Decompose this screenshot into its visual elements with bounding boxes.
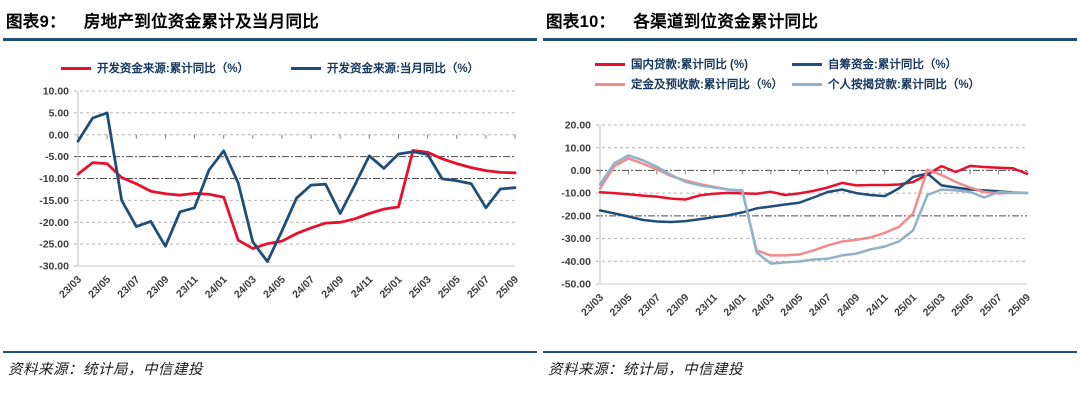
x-axis-tick-label: 23/07 [636, 292, 663, 319]
x-axis-tick-label: 24/05 [261, 274, 288, 301]
y-axis-tick-label: 10.00 [43, 86, 69, 98]
y-axis-tick-label: -50.00 [561, 279, 591, 291]
figure-10-source-rule [543, 351, 1077, 353]
y-axis-tick-label: -20.00 [39, 217, 69, 229]
x-axis-tick-label: 24/03 [232, 274, 259, 301]
x-axis-tick-label: 25/09 [1006, 292, 1033, 319]
x-axis-tick-label: 24/03 [750, 292, 777, 319]
y-axis-tick-label: 0.00 [571, 165, 592, 177]
x-axis-tick-label: 24/01 [721, 292, 748, 319]
x-axis-tick-label: 24/09 [835, 292, 862, 319]
x-axis-tick-label: 24/09 [319, 274, 346, 301]
x-axis-tick-label: 24/07 [807, 292, 834, 319]
x-axis-tick-label: 23/07 [115, 274, 142, 301]
figure-10-title-rule [543, 38, 1077, 41]
x-axis-tick-label: 25/03 [921, 292, 948, 319]
y-axis-tick-label: -20.00 [561, 211, 591, 223]
legend-label: 开发资金来源:累计同比（%） [96, 63, 249, 75]
figure-9-label: 图表9： [6, 13, 66, 31]
x-axis-tick-label: 23/05 [86, 274, 113, 301]
x-axis-tick-label: 25/05 [949, 292, 976, 319]
legend-label: 个人按揭贷款:累计同比（%） [828, 79, 981, 91]
y-axis-tick-label: 10.00 [565, 142, 591, 154]
legend-item: 定金及预收款:累计同比（%） [595, 76, 792, 92]
x-axis-tick-label: 23/09 [144, 274, 171, 301]
figure-9-title-rule [3, 38, 537, 41]
legend-swatch [595, 82, 625, 86]
y-axis-tick-label: -10.00 [561, 188, 591, 200]
x-axis-tick-label: 25/09 [494, 274, 521, 301]
y-axis-tick-label: 0.00 [49, 129, 70, 141]
x-axis-tick-label: 23/09 [664, 292, 691, 319]
figure-10-title-text: 各渠道到位资金累计同比 [633, 13, 819, 31]
figure-9-title-text: 房地产到位资金累计及当月同比 [83, 13, 320, 31]
x-axis-tick-label: 24/11 [349, 274, 376, 301]
series-line [598, 164, 1029, 201]
legend-item: 国内贷款:累计同比 (%) [595, 56, 792, 72]
x-axis-tick-label: 25/07 [465, 274, 492, 301]
x-axis-tick-label: 23/03 [57, 274, 84, 301]
figure-9-title: 图表9： 房地产到位资金累计及当月同比 [6, 8, 319, 32]
legend-item: 个人按揭贷款:累计同比（%） [792, 76, 980, 92]
series-line [598, 172, 1029, 224]
x-axis-tick-label: 24/07 [290, 274, 317, 301]
y-axis-tick-label: -15.00 [39, 195, 69, 207]
y-axis-tick-label: -25.00 [39, 239, 69, 251]
series-line [598, 154, 1029, 265]
figure-10-label: 图表10： [546, 13, 616, 31]
x-axis-tick-label: 23/11 [174, 274, 201, 301]
legend-item: 自筹资金:累计同比（%） [792, 56, 980, 72]
line-chart-funds-total: 10.00 5.00 0.00 -5.00 -10.00 -15.00 -20.00 -25.… [39, 86, 521, 301]
x-axis-tick-label: 24/05 [778, 292, 805, 319]
x-axis-tick-label: 24/01 [203, 274, 230, 301]
series-line [76, 111, 517, 264]
figure-10-title: 图表10： 各渠道到位资金累计同比 [546, 8, 818, 32]
legend-label: 开发资金来源:当月同比（%） [327, 63, 480, 75]
legend-swatch [60, 66, 91, 70]
x-axis-tick-label: 25/05 [436, 274, 463, 301]
legend-swatch [792, 62, 822, 66]
series-line [76, 149, 517, 250]
figure-9-source-rule [3, 351, 537, 353]
legend-label: 自筹资金:累计同比（%） [828, 59, 958, 71]
x-axis-tick-label: 23/03 [579, 292, 606, 319]
x-axis-tick-label: 25/01 [378, 274, 405, 301]
x-axis-tick-label: 25/01 [892, 292, 919, 319]
y-axis-tick-label: -30.00 [561, 233, 591, 245]
y-axis-tick-label: -5.00 [45, 151, 69, 163]
y-axis-tick-label: -30.00 [39, 261, 69, 273]
y-axis-tick-label: -10.00 [39, 173, 69, 185]
x-axis-tick-label: 25/03 [407, 274, 434, 301]
x-axis-tick-label: 23/05 [608, 292, 635, 319]
series-line [598, 157, 1029, 257]
legend-swatch [595, 62, 625, 66]
y-axis-tick-label: 5.00 [49, 108, 70, 120]
legend-label: 国内贷款:累计同比 (%) [631, 59, 748, 71]
figure-9-legend: 开发资金来源:累计同比（%） 开发资金来源:当月同比（%） [3, 60, 537, 76]
x-axis-tick-label: 25/07 [978, 292, 1005, 319]
legend-swatch [792, 82, 822, 86]
legend-item: 开发资金来源:当月同比（%） [291, 60, 479, 76]
y-axis-tick-label: -40.00 [561, 256, 591, 268]
figure-10-source-note: 资料来源：统计局，中信建投 [548, 362, 743, 378]
legend-label: 定金及预收款:累计同比（%） [631, 79, 784, 91]
legend-item: 开发资金来源:累计同比（%） [60, 60, 249, 76]
y-axis-tick-label: 20.00 [565, 120, 591, 132]
x-axis-tick-label: 24/11 [864, 292, 891, 319]
x-axis-tick-label: 23/11 [693, 292, 720, 319]
line-chart-funds-by-channel: 20.00 10.00 0.00 -10.00 -20.00 -30.00 -40.00 -5… [561, 120, 1033, 319]
figure-9-source-note: 资料来源：统计局，中信建投 [8, 362, 203, 378]
legend-swatch [291, 66, 321, 70]
figure-10-legend: 国内贷款:累计同比 (%) 自筹资金:累计同比（%） 定金及预收款:累计同比（%） 个… [595, 56, 980, 92]
